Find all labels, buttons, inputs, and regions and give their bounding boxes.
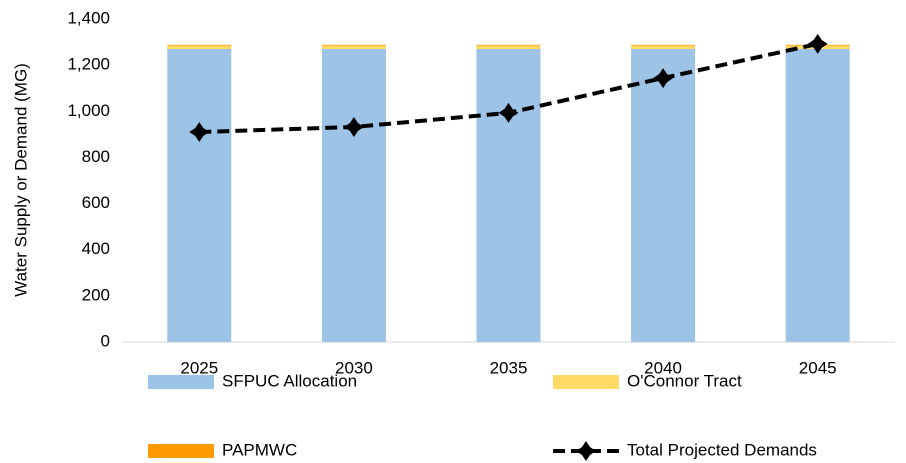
- legend-swatch: [553, 375, 619, 389]
- legend-label: SFPUC Allocation: [222, 371, 357, 390]
- y-tick-label: 1,200: [67, 55, 110, 74]
- x-tick-label: 2025: [180, 358, 218, 377]
- bar: [167, 44, 232, 46]
- x-tick-label: 2040: [644, 358, 682, 377]
- y-tick-label: 800: [82, 147, 110, 166]
- line-marker: [807, 33, 828, 54]
- x-tick-label: 2030: [335, 358, 373, 377]
- y-tick-label: 0: [101, 331, 110, 350]
- bar: [631, 45, 696, 49]
- y-tick-label: 1,000: [67, 101, 110, 120]
- legend-swatch: [148, 444, 214, 458]
- bar: [321, 45, 386, 49]
- legend-label: Total Projected Demands: [627, 440, 817, 459]
- bar: [167, 45, 232, 49]
- line-marker: [189, 122, 210, 143]
- legend-marker: [576, 441, 596, 461]
- bar: [321, 48, 386, 342]
- bar: [321, 44, 386, 46]
- legend-swatch: [148, 375, 214, 389]
- legend-label: PAPMWC: [222, 440, 297, 459]
- y-tick-label: 400: [82, 239, 110, 258]
- bar: [167, 48, 232, 342]
- line-marker: [343, 116, 364, 137]
- y-tick-label: 600: [82, 193, 110, 212]
- x-tick-label: 2035: [490, 358, 528, 377]
- y-tick-label: 200: [82, 285, 110, 304]
- legend-label: O'Connor Tract: [627, 371, 742, 390]
- x-tick-label: 2045: [799, 358, 837, 377]
- bar: [785, 48, 850, 342]
- bar: [476, 45, 541, 49]
- bar: [631, 48, 696, 342]
- bar: [631, 44, 696, 46]
- line-marker: [653, 68, 674, 89]
- line-marker: [498, 102, 519, 123]
- y-tick-label: 1,400: [67, 8, 110, 27]
- bar: [476, 44, 541, 46]
- y-axis-label: Water Supply or Demand (MG): [11, 63, 30, 297]
- bar: [476, 48, 541, 342]
